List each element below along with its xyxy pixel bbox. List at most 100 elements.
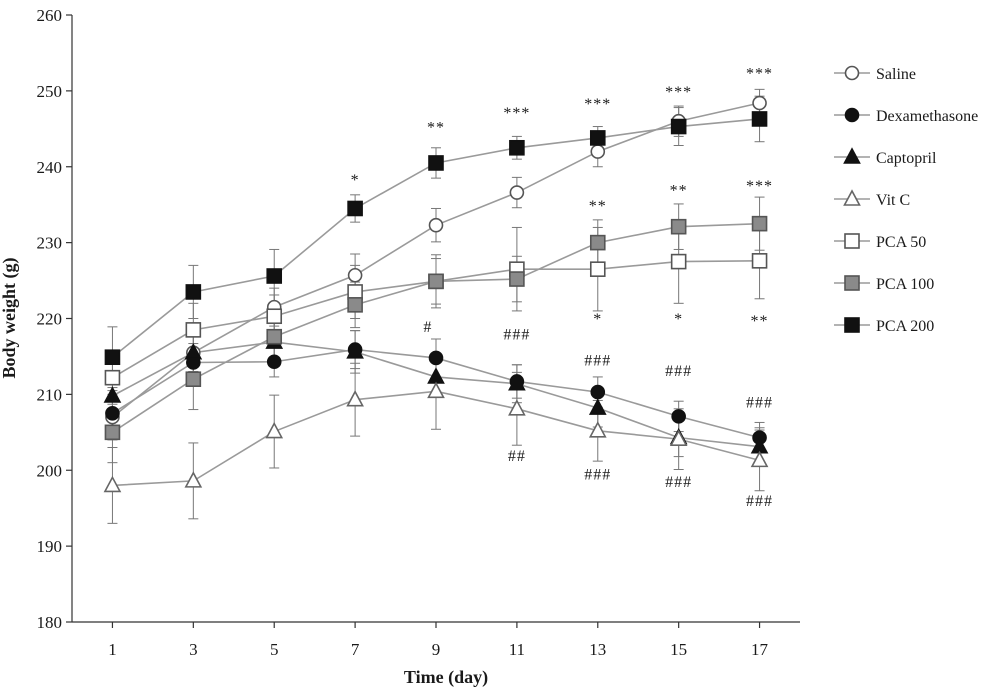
y-tick-label: 180 [37,613,63,632]
significance-label: * [674,311,683,328]
point-pca-200 [589,130,606,146]
significance-label: ### [584,466,611,483]
point-vit-c [346,389,364,407]
point-saline [347,267,363,283]
point-pca-200 [347,200,363,217]
point-pca-50 [266,308,283,325]
significance-label: ### [665,474,692,491]
significance-label: ### [746,394,773,411]
point-pca-100 [428,273,444,290]
y-tick-label: 230 [37,234,63,253]
significance-label: ### [746,493,773,510]
point-captopril [103,386,122,403]
point-pca-100 [266,328,283,345]
legend-label-pca-200: PCA 200 [876,318,934,335]
significance-label: * [593,311,602,328]
point-pca-200 [670,118,687,135]
point-captopril [184,342,203,360]
y-tick-label: 250 [37,82,63,101]
point-vit-c [103,475,122,493]
point-saline [590,144,606,159]
legend-marker-saline [844,65,860,81]
point-saline [509,185,525,200]
point-vit-c [669,429,688,446]
x-tick-label: 9 [432,640,441,659]
point-saline [428,217,444,233]
y-tick-label: 220 [37,310,63,329]
y-tick-label: 260 [37,6,63,25]
point-pca-50 [589,261,606,277]
legend: Saline Dexamethasone Captopril Vit C PCA 50 P… [834,65,978,335]
point-pca-50 [185,322,202,338]
point-pca-100 [589,234,606,251]
significance-label: ### [503,327,530,344]
legend-marker-dexamethasone [844,107,860,123]
significance-label: ** [589,198,607,215]
legend-label-pca-50: PCA 50 [876,234,926,251]
point-vit-c [750,450,769,468]
y-axis-title: Body weight (g) [0,257,20,378]
significance-label: *** [503,105,530,122]
significance-annotations: ******************* **** * **# #############… [351,66,773,510]
legend-marker-pca-200 [844,317,860,333]
point-dexamethasone [590,384,606,400]
point-dexamethasone [105,406,120,421]
significance-label: ** [427,120,445,137]
x-tick-label: 13 [589,640,606,659]
point-pca-100 [751,215,768,232]
point-pca-200 [509,139,525,156]
point-pca-100 [670,218,687,235]
point-pca-50 [347,284,363,300]
x-tick-label: 17 [751,640,769,659]
point-pca-100 [509,271,525,287]
point-vit-c [427,381,445,399]
point-pca-200 [104,349,121,365]
significance-label: ** [670,183,688,200]
point-vit-c [184,471,203,488]
point-pca-100 [185,371,202,388]
point-vit-c [265,421,284,439]
y-tick-label: 200 [37,461,63,480]
significance-label: *** [746,66,773,83]
significance-label: ### [665,363,692,380]
point-captopril [508,374,526,391]
significance-label: # [423,319,432,336]
point-pca-200 [751,111,768,127]
point-dexamethasone [428,350,444,366]
significance-label: ** [751,313,769,330]
legend-label-pca-100: PCA 100 [876,276,934,293]
significance-label: ### [584,353,611,370]
significance-label: *** [746,178,773,195]
point-vit-c [508,399,526,416]
x-tick-label: 7 [351,640,360,659]
legend-marker-pca-50 [844,233,860,249]
legend-label-dexamethasone: Dexamethasone [876,108,978,125]
point-saline [752,95,767,111]
point-dexamethasone [671,409,686,424]
x-tick-label: 3 [189,640,198,659]
point-pca-100 [347,297,363,313]
x-axis-title: Time (day) [404,667,488,688]
point-pca-200 [266,268,283,284]
legend-marker-captopril [843,147,861,164]
legend-marker-vit-c [843,189,861,206]
error-bars [107,88,765,524]
point-pca-50 [104,369,121,386]
significance-label: * [351,172,360,189]
series-markers [103,95,769,493]
x-tick-label: 5 [270,640,279,659]
significance-label: *** [665,84,692,101]
point-dexamethasone [266,354,282,370]
legend-label-vit-c: Vit C [876,192,910,209]
significance-label: *** [584,96,611,113]
point-pca-50 [751,253,768,269]
y-tick-label: 190 [37,537,63,556]
point-captopril [346,342,364,359]
x-tick-label: 15 [670,640,687,659]
significance-label: ## [508,448,526,465]
point-pca-200 [428,155,444,171]
x-tick-label: 11 [509,640,525,659]
point-pca-100 [104,424,121,441]
